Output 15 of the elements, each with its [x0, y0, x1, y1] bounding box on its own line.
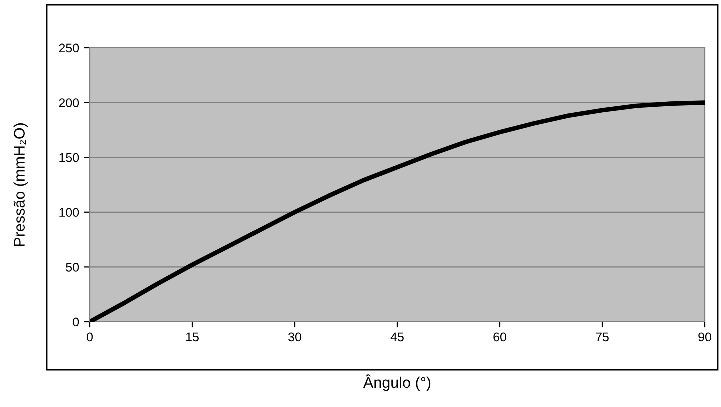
x-tick-label: 0	[87, 332, 93, 342]
x-tick-label: 30	[288, 332, 302, 342]
y-tick-label: 250	[59, 44, 80, 53]
y-axis-title: Pressão (mmH₂O)	[14, 124, 28, 246]
x-tick-label: 60	[494, 332, 506, 342]
y-tick-label: 150	[60, 153, 80, 162]
x-tick-label: 75	[596, 332, 609, 342]
y-tick-label: 200	[59, 98, 80, 108]
x-axis-title: Ângulo (°)	[363, 374, 431, 392]
x-tick-label: 90	[698, 332, 712, 342]
y-tick-label: 100	[60, 208, 80, 218]
y-tick-label: 50	[66, 263, 80, 272]
x-tick-label: 15	[186, 332, 199, 342]
y-tick-label: 0	[73, 318, 80, 327]
x-tick-label: 45	[390, 332, 404, 342]
